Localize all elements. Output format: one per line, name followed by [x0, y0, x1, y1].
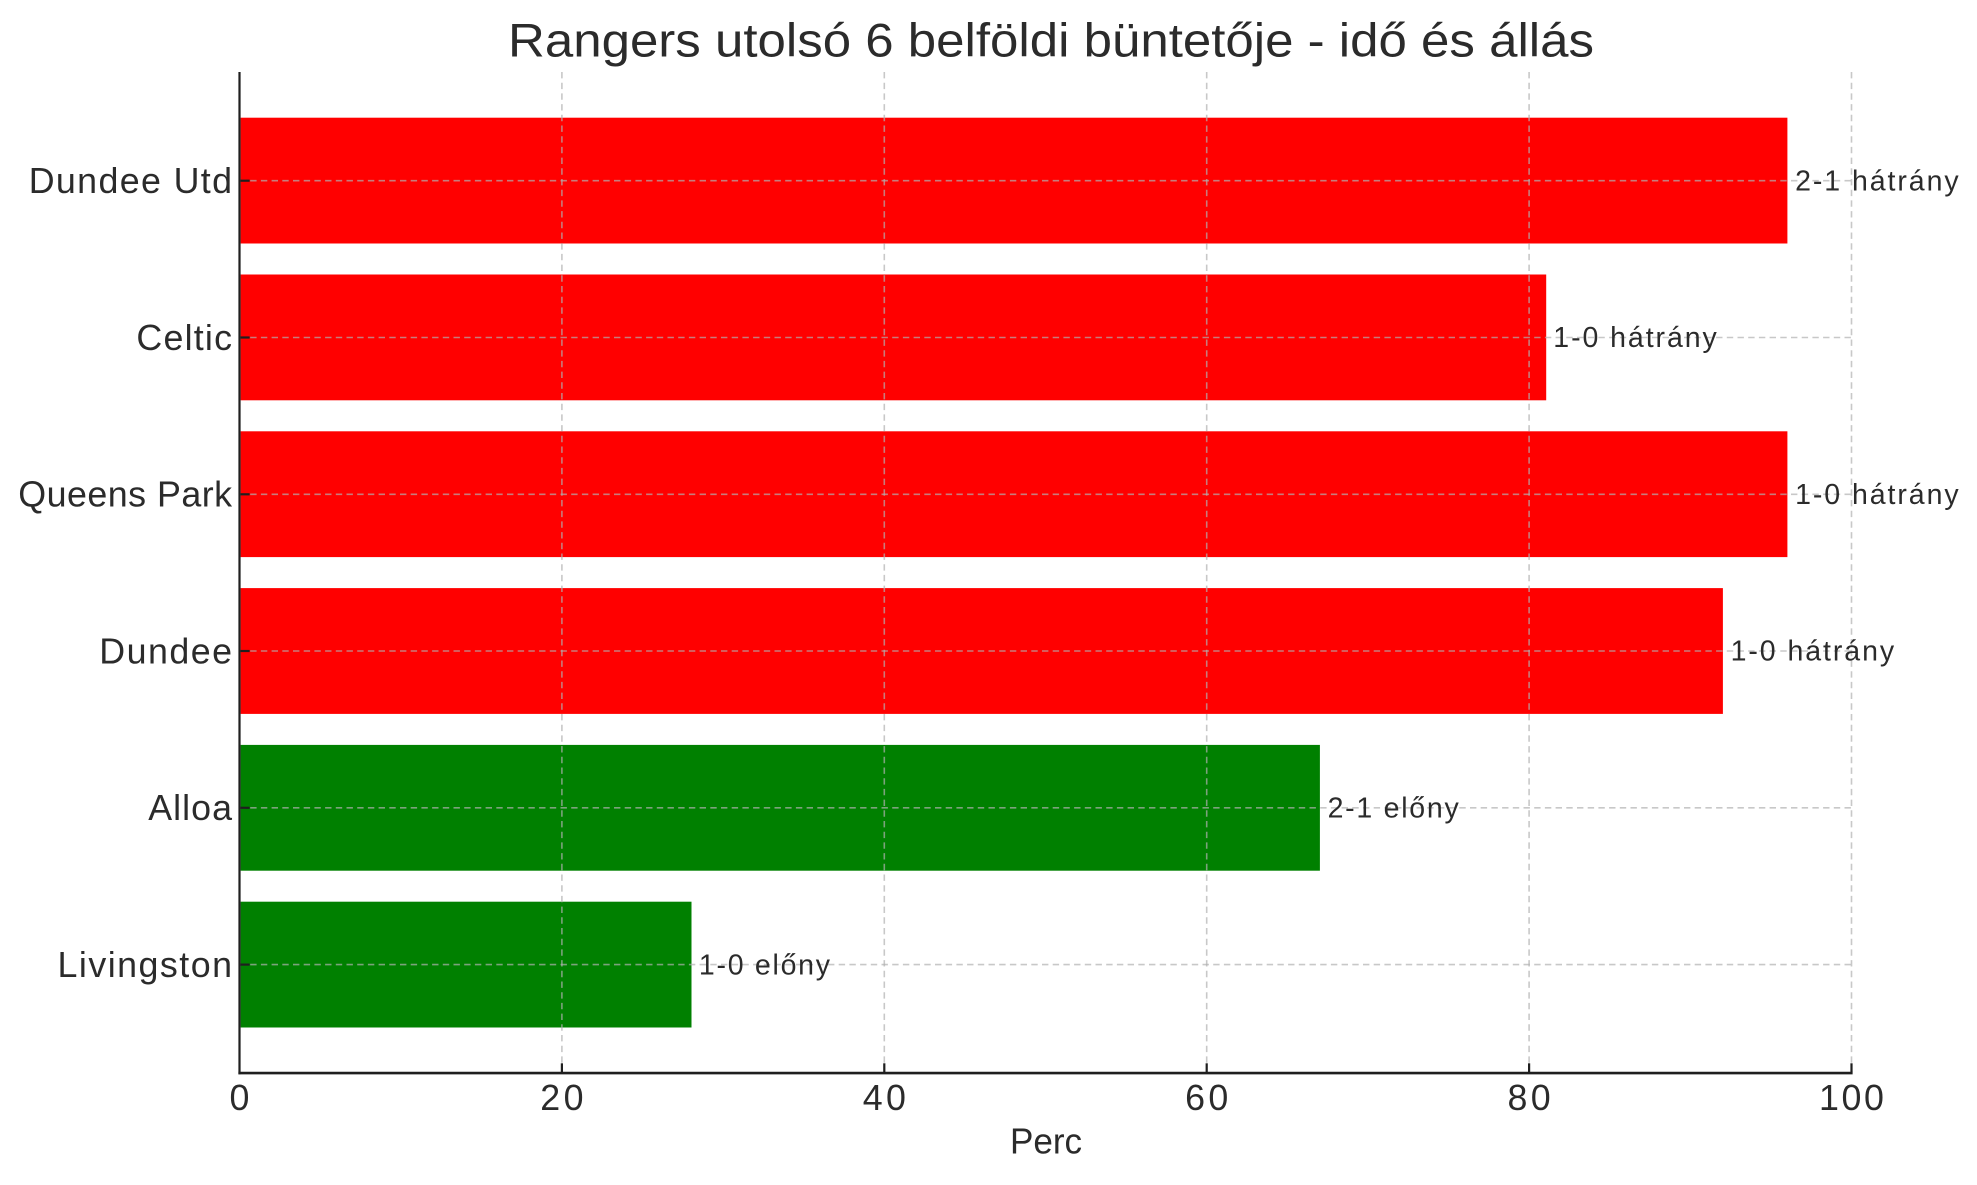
- svg-text:1-0 előny: 1-0 előny: [699, 949, 831, 981]
- svg-text:Dundee: Dundee: [99, 631, 232, 671]
- svg-text:1-0 hátrány: 1-0 hátrány: [1795, 479, 1959, 511]
- svg-text:Alloa: Alloa: [148, 788, 232, 828]
- svg-text:Perc: Perc: [1010, 1122, 1082, 1162]
- svg-text:2-1 hátrány: 2-1 hátrány: [1795, 165, 1959, 197]
- svg-text:Celtic: Celtic: [136, 318, 232, 358]
- svg-text:Dundee Utd: Dundee Utd: [29, 161, 232, 201]
- svg-text:2-1 előny: 2-1 előny: [1328, 793, 1460, 825]
- svg-text:1-0 hátrány: 1-0 hátrány: [1731, 636, 1895, 668]
- svg-text:Queens Park: Queens Park: [18, 475, 232, 515]
- svg-text:Rangers utolsó 6 belföldi bünt: Rangers utolsó 6 belföldi büntetője - id…: [508, 14, 1594, 67]
- svg-text:Livingston: Livingston: [58, 945, 233, 985]
- svg-text:1-0 hátrány: 1-0 hátrány: [1553, 322, 1717, 354]
- svg-text:100: 100: [1819, 1078, 1884, 1118]
- svg-text:0: 0: [230, 1078, 250, 1118]
